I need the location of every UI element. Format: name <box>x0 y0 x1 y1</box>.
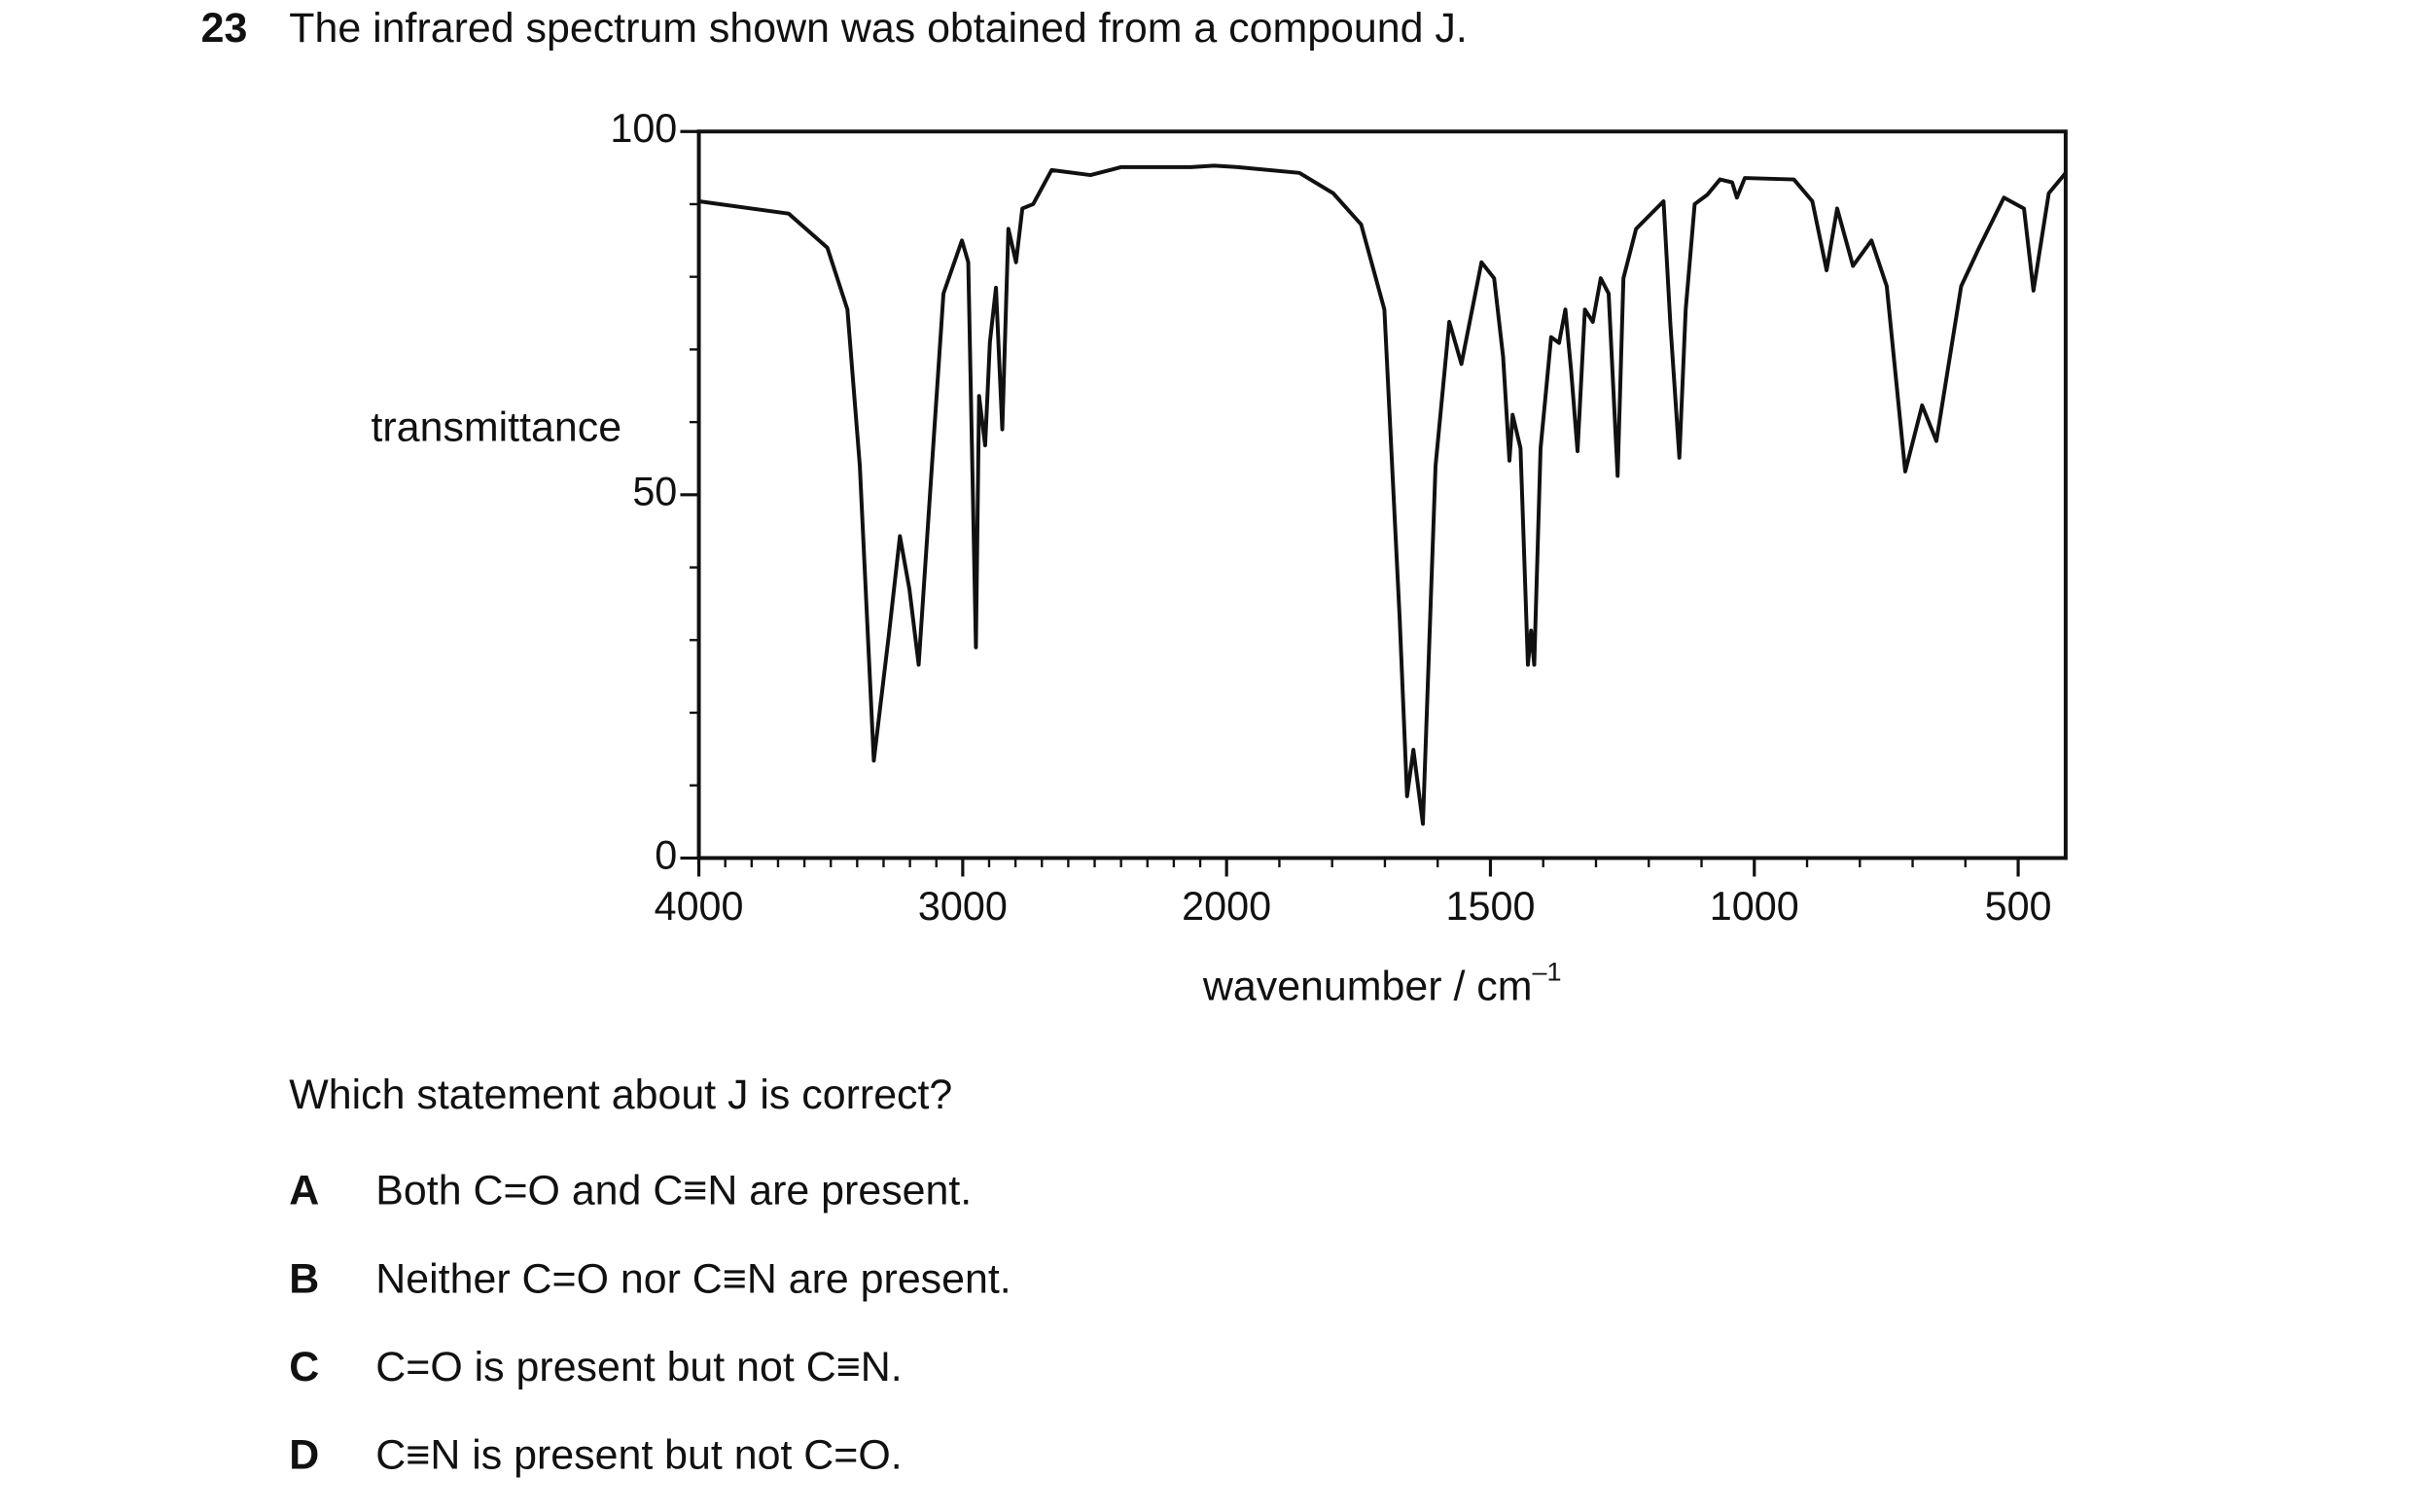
option-text: Both C=O and C≡N are present. <box>375 1168 972 1214</box>
question-number: 23 <box>201 5 248 52</box>
x-tick-label: 500 <box>1985 884 2052 929</box>
option-text: C=O is present but not C≡N. <box>375 1344 902 1390</box>
option-letter: C <box>289 1344 319 1390</box>
question-stem: The infrared spectrum shown was obtained… <box>289 5 1468 52</box>
option-letter: B <box>289 1255 319 1302</box>
plot-frame <box>696 129 2068 861</box>
y-tick-label: 100 <box>610 106 677 151</box>
x-tick-label: 4000 <box>655 884 744 929</box>
y-axis-label: transmittance <box>372 404 622 450</box>
y-tick-label: 0 <box>655 832 677 877</box>
x-axis-label-text: wavenumber / cm <box>1202 964 1533 1010</box>
x-tick-label: 1000 <box>1710 884 1799 929</box>
y-tick-label: 50 <box>632 470 677 514</box>
x-axis-label: wavenumber / cm–1 <box>1202 958 1562 1010</box>
option-text: C≡N is present but not C=O. <box>375 1432 902 1479</box>
x-tick-label: 2000 <box>1182 884 1271 929</box>
question-prompt: Which statement about J is correct? <box>289 1072 952 1118</box>
spectrum-line <box>698 163 2068 826</box>
x-tick-label: 1500 <box>1445 884 1535 929</box>
x-axis-label-sup: –1 <box>1533 958 1562 987</box>
option-letter: A <box>289 1168 319 1214</box>
x-tick-label: 3000 <box>918 884 1008 929</box>
option-text: Neither C=O nor C≡N are present. <box>375 1255 1011 1302</box>
options: A Both C=O and C≡N are present. B Neither C… <box>289 1168 1011 1479</box>
option-letter: D <box>289 1432 319 1479</box>
